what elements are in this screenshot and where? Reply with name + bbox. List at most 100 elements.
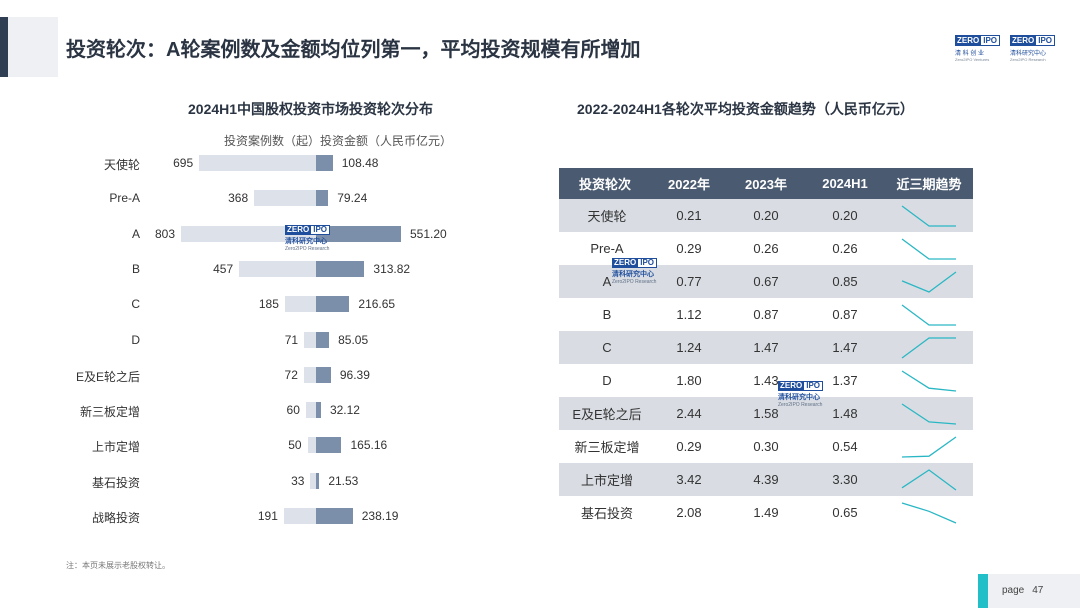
watermark-logo: ZERO IPO 清科研究中心 Zero2IPO Research: [285, 225, 331, 252]
sparkline-path: [901, 468, 957, 491]
cell-2023: 1.43: [727, 364, 805, 397]
count-value-label: 368: [228, 191, 249, 206]
cell-2024h1: 1.37: [805, 364, 885, 397]
count-value-label: 803: [154, 226, 175, 241]
amount-bar: [316, 472, 320, 489]
avg-investment-table: 投资轮次 2022年 2023年 2024H1 近三期趋势 天使轮 0.21 0.2…: [559, 168, 973, 529]
col-header-2024h1: 2024H1: [805, 168, 885, 199]
watermark-logo: ZERO IPO 清科研究中心 Zero2IPO Research: [612, 258, 658, 285]
count-value-label: 191: [257, 509, 278, 523]
count-bar: [304, 331, 316, 348]
cell-2022: 0.29: [651, 232, 727, 265]
cell-2022: 1.24: [651, 331, 727, 364]
count-value-label: 457: [213, 261, 234, 276]
cell-2022: 0.77: [651, 265, 727, 298]
cell-trend: [885, 364, 973, 397]
trend-sparkline: [901, 468, 957, 491]
cell-trend: [885, 463, 973, 496]
category-label: E及E轮之后: [75, 369, 140, 384]
category-label: A: [131, 226, 140, 241]
col-header-round: 投资轮次: [559, 168, 651, 199]
col-header-2023: 2023年: [727, 168, 805, 199]
cell-trend: [885, 265, 973, 298]
trend-sparkline: [901, 204, 956, 227]
cell-2022: 1.12: [651, 298, 727, 331]
amount-value-label: 32.12: [329, 403, 360, 418]
page-indicator: page 47: [1002, 585, 1044, 596]
cell-2024h1: 1.48: [805, 397, 885, 430]
cell-2024h1: 0.87: [805, 298, 885, 331]
count-value-label: 185: [258, 297, 279, 312]
category-label: 上市定增: [91, 440, 140, 455]
amount-value-label: 96.39: [339, 367, 370, 382]
amount-value-label: 165.16: [350, 438, 388, 453]
page-accent: [978, 574, 988, 608]
table-row: D 1.80 1.43 1.37: [559, 364, 973, 397]
sparkline-path: [901, 303, 956, 326]
amount-bar: [316, 437, 342, 454]
cell-2024h1: 0.65: [805, 496, 885, 529]
bar-chart-title: 2024H1中国股权投资市场投资轮次分布: [188, 101, 434, 117]
table-row: B 1.12 0.87 0.87: [559, 298, 973, 331]
cell-round: 上市定增: [559, 463, 651, 496]
cell-2022: 0.29: [651, 430, 727, 463]
cell-2024h1: 0.54: [805, 430, 885, 463]
amount-value-label: 85.05: [338, 332, 369, 347]
cell-2024h1: 3.30: [805, 463, 885, 496]
table-row: A 0.77 0.67 0.85: [559, 265, 973, 298]
cell-trend: [885, 397, 973, 430]
amount-bar: [316, 508, 353, 524]
cell-trend: [885, 331, 973, 364]
table-title: 2022-2024H1各轮次平均投资金额趋势（人民币亿元）: [577, 101, 914, 117]
watermark-logo: ZERO IPO 清科研究中心 Zero2IPO Research: [778, 381, 824, 408]
col-header-trend: 近三期趋势: [885, 168, 973, 199]
cell-2023: 0.30: [727, 430, 805, 463]
cell-2024h1: 0.20: [805, 199, 885, 232]
legend-count: 投资案例数（起）: [224, 134, 321, 148]
sparkline-path: [901, 237, 956, 260]
amount-value-label: 21.53: [328, 473, 359, 488]
cell-2022: 3.42: [651, 463, 727, 496]
count-value-label: 60: [286, 403, 300, 418]
legend-amount: 投资金额（人民币亿元）: [320, 134, 453, 148]
cell-round: D: [559, 364, 651, 397]
page-number: 47: [1032, 585, 1044, 596]
trend-sparkline: [901, 237, 956, 260]
cell-trend: [885, 496, 973, 529]
amount-value-label: 313.82: [373, 261, 411, 276]
count-bar: [283, 508, 316, 524]
table-row: 基石投资 2.08 1.49 0.65: [559, 496, 973, 529]
count-bar: [303, 366, 316, 383]
count-value-label: 33: [291, 473, 305, 488]
category-label: 基石投资: [91, 475, 140, 490]
amount-bar: [316, 296, 350, 313]
header-band: [0, 17, 58, 77]
trend-sparkline: [901, 303, 956, 326]
footnote: 注：本页未展示老股权转让。: [66, 561, 170, 570]
count-bar: [307, 437, 316, 454]
count-bar: [239, 260, 316, 277]
count-value-label: 50: [288, 438, 302, 453]
cell-2022: 1.80: [651, 364, 727, 397]
sparkline-path: [901, 501, 957, 524]
count-bar: [254, 190, 316, 207]
category-label: 天使轮: [103, 158, 140, 172]
bar-chart-legend: 投资案例数（起）投资金额（人民币亿元）: [224, 132, 452, 149]
count-bar: [199, 155, 316, 171]
category-label: 新三板定增: [79, 405, 140, 420]
trend-sparkline: [901, 270, 957, 293]
amount-value-label: 216.65: [358, 297, 396, 312]
cell-trend: [885, 298, 973, 331]
header-accent-bar: [0, 17, 8, 77]
cell-round: A: [559, 265, 651, 298]
sparkline-path: [901, 402, 957, 425]
sparkline-path: [901, 435, 957, 458]
sparkline-path: [901, 270, 957, 293]
count-bar: [284, 296, 316, 313]
cell-2022: 0.21: [651, 199, 727, 232]
cell-2023: 1.47: [727, 331, 805, 364]
table-row: 上市定增 3.42 4.39 3.30: [559, 463, 973, 496]
amount-bar: [316, 190, 329, 207]
cell-2023: 4.39: [727, 463, 805, 496]
zero2ipo-research-logo: ZERO IPO 清科研究中心 Zero2IPO Research: [1010, 35, 1056, 62]
